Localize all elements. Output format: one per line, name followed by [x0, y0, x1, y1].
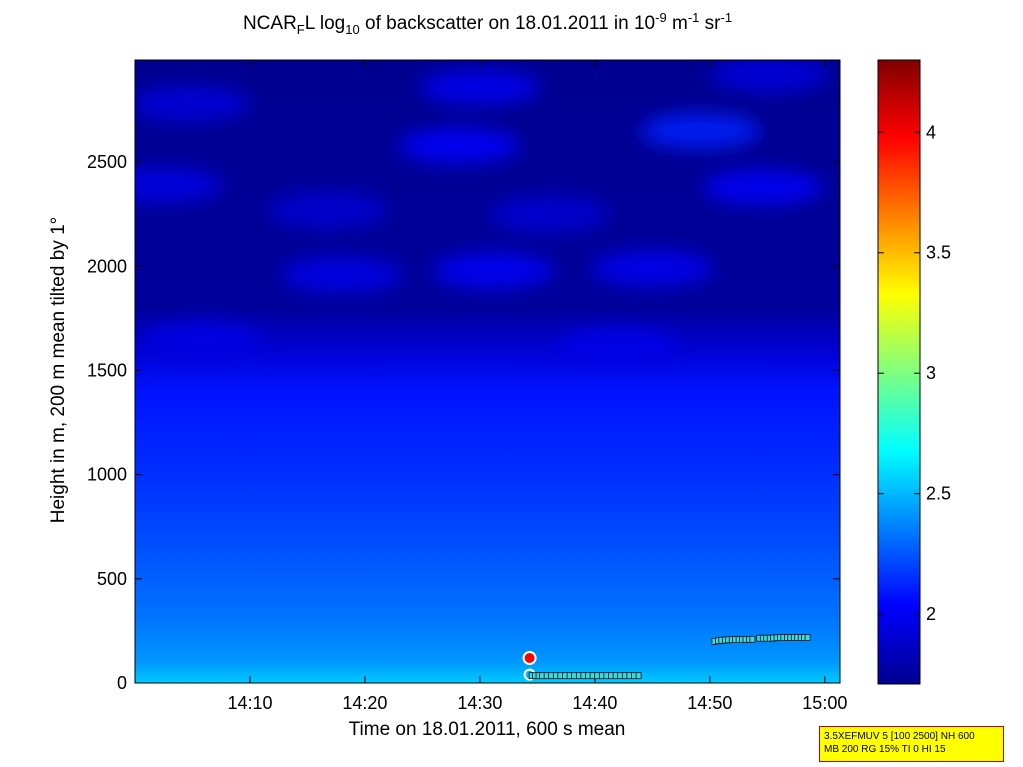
colorbar-axis: 2 2.5 3 3.5 4 [878, 122, 951, 624]
title-superscript: -9 [655, 10, 667, 25]
y-tick-label: 0 [117, 673, 127, 693]
title-part: sr [699, 13, 721, 34]
backscatter-patches [135, 60, 830, 364]
y-tick-label: 2500 [87, 152, 127, 172]
y-axis-label: Height in m, 200 m mean tilted by 1° [48, 217, 69, 523]
title-part: L log [304, 13, 346, 34]
backscatter-patch [557, 327, 678, 364]
backscatter-patch [399, 127, 520, 164]
title-part: of backscatter on 18.01.2011 in 10 [359, 13, 656, 34]
settings-line: MB 200 RG 15% TI 0 HI 15 [824, 744, 946, 755]
backscatter-patch [702, 169, 823, 206]
backscatter-patch [143, 321, 264, 358]
heatmap [135, 60, 840, 683]
backscatter-patch [592, 250, 713, 287]
backscatter-patch [488, 196, 609, 233]
y-tick-label: 1500 [87, 360, 127, 380]
colorbar-tick-label: 3 [926, 363, 936, 383]
backscatter-patch [709, 60, 830, 93]
title-superscript: -1 [687, 10, 700, 25]
x-tick-label: 14:30 [457, 693, 502, 713]
title-part: m [666, 13, 688, 34]
title-superscript: -1 [720, 10, 733, 25]
cloud-base-point [635, 672, 642, 680]
title-subscript: 10 [345, 22, 360, 37]
colorbar-tick-label: 4 [926, 122, 936, 142]
cloud-base-point [749, 635, 756, 643]
y-tick-label: 2000 [87, 256, 127, 276]
cloud-base-series [522, 634, 811, 681]
cloud-base-point [804, 634, 811, 641]
colorbar-tick-label: 2.5 [926, 484, 951, 504]
backscatter-patch [135, 85, 251, 122]
cloud-base-marker [522, 650, 537, 665]
backscatter-patch [135, 167, 223, 204]
settings-box: 3.5XEFMUV 5 [100 2500] NH 600 MB 200 RG … [819, 726, 1004, 762]
x-axis: 14:10 14:20 14:30 14:40 14:50 15:00 [227, 60, 847, 713]
backscatter-patch [640, 112, 761, 149]
backscatter-patch [268, 192, 389, 229]
chart-title: NCARFL log10 of backscatter on 18.01.201… [135, 10, 840, 37]
x-tick-label: 14:40 [572, 693, 617, 713]
x-tick-label: 14:10 [227, 693, 272, 713]
colorbar [877, 59, 921, 685]
backscatter-patch [419, 69, 540, 106]
y-tick-label: 1000 [87, 465, 127, 485]
plot-frame [134, 59, 841, 684]
colorbar-tick-label: 2 [926, 604, 936, 624]
colorbar-tick-label: 3.5 [926, 243, 951, 263]
y-tick-label: 500 [97, 569, 127, 589]
x-axis-label: Time on 18.01.2011, 600 s mean [349, 719, 626, 740]
title-subscript: F [296, 22, 305, 37]
backscatter-patch [433, 252, 554, 289]
x-tick-label: 14:20 [342, 693, 387, 713]
heatmap-field [135, 60, 840, 683]
title-part: NCAR [242, 13, 297, 34]
x-tick-label: 15:00 [802, 693, 847, 713]
backscatter-patch [281, 256, 402, 293]
y-axis: 0 500 1000 1500 2000 2500 [87, 152, 840, 693]
settings-line: 3.5XEFMUV 5 [100 2500] NH 600 [824, 731, 975, 742]
x-tick-label: 14:50 [687, 693, 732, 713]
